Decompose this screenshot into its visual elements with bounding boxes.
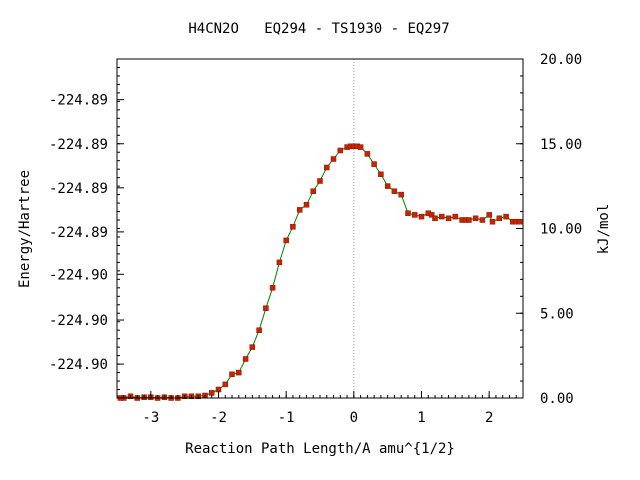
data-point	[229, 371, 235, 378]
data-point	[364, 151, 371, 157]
data-point	[428, 212, 435, 218]
data-point	[384, 183, 391, 189]
data-point	[222, 381, 229, 388]
left-axis-label: Energy/Hartree	[17, 170, 33, 288]
left-tick-label: -224.89	[49, 93, 108, 109]
energy-curve	[120, 145, 520, 399]
data-point	[242, 356, 249, 362]
x-tick-label: 2	[485, 410, 493, 426]
data-point	[276, 259, 283, 266]
data-point	[405, 210, 411, 216]
left-tick-label: -224.90	[49, 357, 108, 373]
data-point	[357, 144, 364, 150]
left-tick-label: -224.89	[49, 181, 108, 197]
data-point	[249, 344, 256, 350]
data-point	[378, 171, 384, 178]
data-point	[208, 390, 215, 396]
data-point	[489, 218, 496, 225]
data-point	[269, 285, 276, 291]
data-point	[479, 217, 486, 223]
data-point	[256, 327, 262, 333]
data-point	[303, 202, 310, 208]
data-point	[236, 369, 242, 376]
x-tick-label: -3	[142, 410, 159, 426]
data-point	[445, 215, 452, 222]
plot-frame	[116, 58, 524, 399]
data-point	[439, 213, 445, 220]
right-tick-label: 10.00	[540, 222, 582, 238]
data-point	[371, 161, 377, 167]
data-point	[472, 215, 479, 222]
data-point	[283, 237, 289, 244]
data-point	[337, 147, 344, 154]
left-tick-label: -224.89	[49, 225, 108, 241]
data-point	[432, 215, 438, 222]
data-point	[330, 156, 337, 162]
data-point	[418, 213, 425, 220]
data-point	[310, 188, 316, 194]
data-point	[452, 213, 459, 220]
data-point	[486, 212, 492, 218]
left-tick-label: -224.90	[49, 313, 108, 329]
x-axis-label: Reaction Path Length/A amu^{1/2}	[185, 441, 455, 457]
data-point	[466, 217, 472, 223]
right-tick-label: 15.00	[540, 137, 582, 153]
data-point	[391, 188, 398, 194]
x-tick-label: -2	[210, 410, 227, 426]
data-point	[317, 178, 323, 184]
data-point	[496, 215, 503, 222]
left-tick-label: -224.90	[49, 267, 108, 283]
data-point	[398, 191, 404, 198]
data-point	[324, 164, 330, 171]
left-tick-label: -224.89	[49, 137, 108, 153]
right-axis-label: kJ/mol	[596, 204, 612, 255]
data-point	[296, 207, 303, 213]
x-tick-label: 0	[350, 410, 358, 426]
data-point	[503, 213, 509, 220]
data-point	[263, 305, 269, 311]
data-point	[411, 212, 418, 218]
data-point	[290, 224, 296, 230]
x-tick-label: -1	[278, 410, 295, 426]
data-point	[516, 218, 523, 225]
x-tick-label: 1	[417, 410, 425, 426]
right-tick-label: 20.00	[540, 52, 582, 68]
right-tick-label: 0.00	[540, 391, 574, 407]
right-tick-label: 5.00	[540, 306, 574, 322]
chart-title: H4CN2O EQ294 - TS1930 - EQ297	[188, 21, 449, 37]
